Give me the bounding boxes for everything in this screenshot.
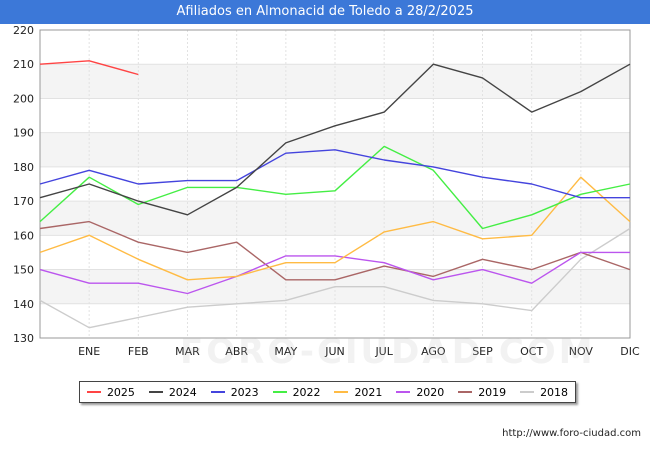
chart-title: Afiliados en Almonacid de Toledo a 28/2/… [0,0,650,24]
source-link[interactable]: http://www.foro-ciudad.com [502,428,641,439]
x-tick-label: NOV [569,345,594,358]
plot-band [40,303,630,338]
series-line-2021 [39,176,631,281]
y-tick-label: 190 [13,127,34,140]
x-tick-label: JUL [374,345,393,358]
legend-swatch [86,391,101,393]
legend-label: 2021 [354,385,383,399]
y-tick-label: 200 [13,92,34,105]
x-tick-label: OCT [520,345,543,358]
plot-band [40,235,630,270]
series-line-2022 [39,145,631,230]
y-tick-label: 180 [13,161,34,174]
y-tick-label: 210 [13,58,34,71]
x-tick-label: MAY [274,345,297,358]
series-line-2024 [39,63,631,216]
y-tick-label: 140 [13,298,34,311]
y-tick-label: 170 [13,195,34,208]
series-line-2020 [39,251,630,295]
x-tick-label: MAR [175,345,200,358]
y-axis: 130 140 150 160 170 180 190 200 210 220 [13,24,34,345]
y-tick-label: 220 [13,24,34,37]
legend-swatch [458,391,473,393]
legend-item-2019: 2019 [458,386,506,399]
y-tick-label: 160 [13,229,34,242]
legend-item-2025: 2025 [86,385,135,399]
x-axis: ENE FEB MAR ABR MAY JUN JUL AGO SEP OCT NOV DIC [78,345,640,358]
legend-item-2018: 2018 [520,386,568,399]
legend-swatch [520,391,535,393]
legend-label: 2024 [168,385,197,399]
x-tick-label: AGO [421,345,446,358]
y-tick-label: 130 [13,332,34,345]
legend-swatch [334,391,349,393]
legend-item-2023: 2023 [210,385,259,399]
legend: 2025 2024 2023 2022 2021 2020 2019 2018 [79,381,576,403]
plot-band [40,64,630,99]
legend-item-2022: 2022 [272,385,321,399]
legend-swatch [396,391,411,393]
series-line-2019 [39,220,631,281]
series-line-2018 [39,227,631,329]
legend-label: 2022 [292,385,321,399]
series-line-2025 [39,60,139,76]
legend-swatch [148,391,163,393]
legend-item-2024: 2024 [148,385,197,399]
y-tick-label: 150 [13,264,34,277]
x-tick-label: ABR [225,345,248,358]
legend-swatch [272,391,287,393]
legend-label: 2025 [106,385,135,399]
legend-item-2021: 2021 [334,386,382,399]
x-tick-label: DIC [620,345,640,358]
x-tick-label: SEP [472,345,493,358]
legend-label: 2020 [416,385,445,399]
series-lines [39,60,631,329]
legend-label: 2018 [540,385,569,399]
legend-item-2020: 2020 [396,386,444,399]
legend-swatch [210,391,225,393]
legend-label: 2019 [478,385,507,399]
legend-label: 2023 [230,385,259,399]
series-line-2023 [39,149,630,199]
x-tick-label: FEB [128,345,149,358]
x-tick-label: ENE [78,345,100,358]
watermark: FORO-CIUDAD.COM [180,332,596,372]
x-tick-label: JUN [324,345,345,358]
